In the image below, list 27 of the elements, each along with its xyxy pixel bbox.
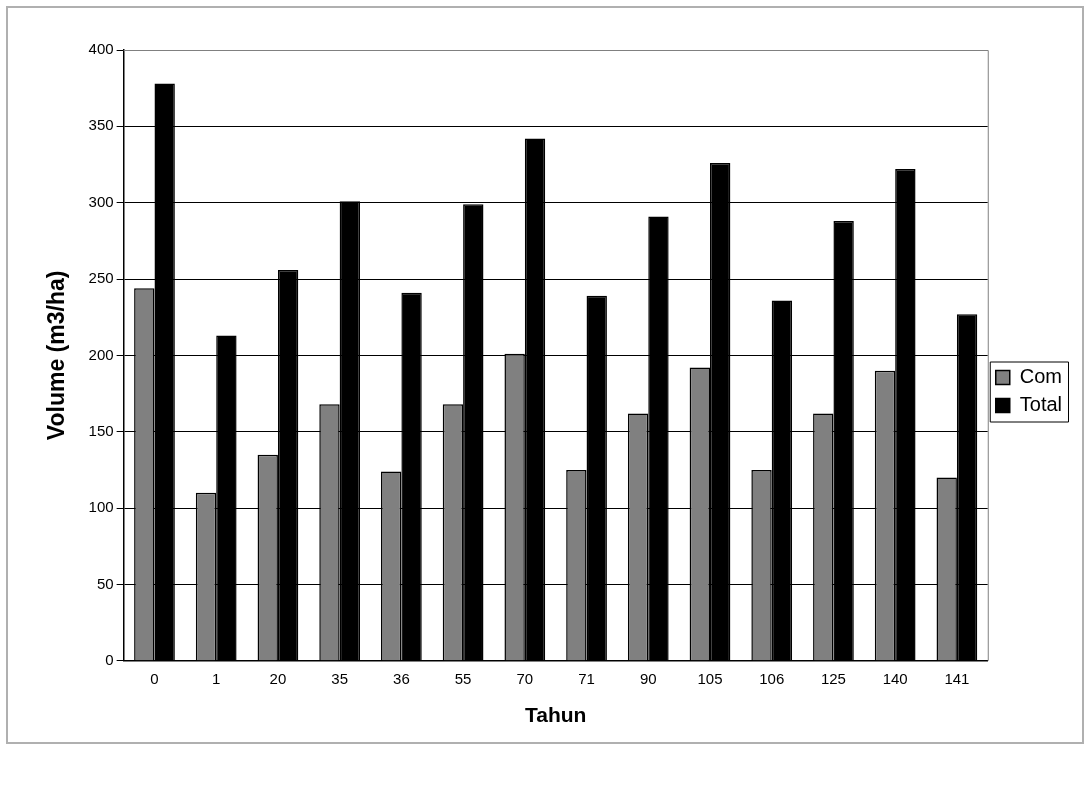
y-tick-label: 100 — [88, 498, 114, 516]
x-tick-label: 140 — [882, 669, 908, 687]
x-tick-label: 71 — [578, 669, 595, 687]
x-tick-label: 106 — [759, 669, 785, 687]
x-tick-label: 36 — [393, 669, 410, 687]
x-tick-label: 1 — [212, 669, 221, 687]
x-tick-label: 70 — [516, 669, 534, 687]
legend-label: Com — [1019, 365, 1062, 388]
x-tick-label: 125 — [820, 669, 846, 687]
x-tick-label: 90 — [639, 669, 657, 687]
y-tick-label: 250 — [88, 269, 114, 287]
x-tick-label: 55 — [454, 669, 472, 687]
y-tick-label: 300 — [88, 192, 114, 210]
y-tick-label: 150 — [88, 421, 114, 439]
y-tick-label: 350 — [88, 116, 114, 134]
y-tick-label: 200 — [88, 345, 114, 363]
x-tick-label: 0 — [150, 669, 159, 687]
x-tick-label: 35 — [331, 669, 348, 687]
y-tick-label: 400 — [88, 40, 114, 58]
x-tick-label: 141 — [944, 669, 970, 687]
x-tick-label: 20 — [269, 669, 287, 687]
legend-label: Total — [1019, 393, 1062, 416]
x-tick-label: 105 — [697, 669, 723, 687]
y-axis-title: Volume (m3/ha) — [43, 270, 70, 441]
x-axis-title: Tahun — [524, 703, 587, 727]
y-tick-label: 0 — [105, 650, 114, 668]
y-tick-label: 50 — [96, 574, 114, 592]
